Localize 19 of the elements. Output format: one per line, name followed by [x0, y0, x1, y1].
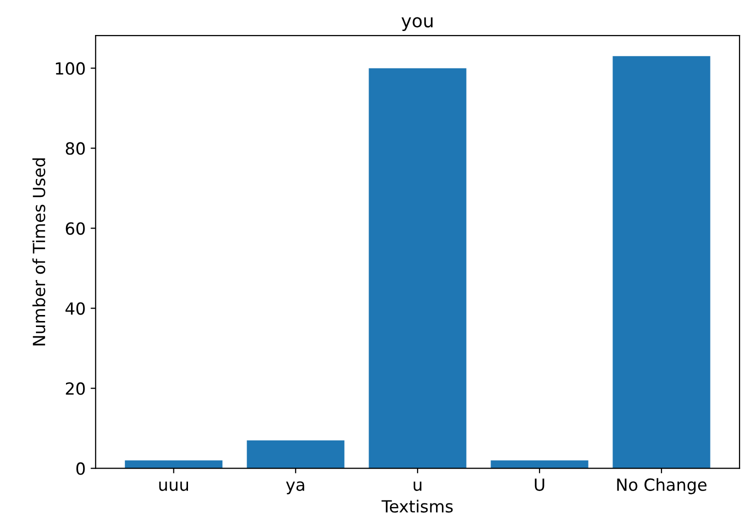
bar	[368, 68, 466, 468]
x-tick-label: u	[414, 481, 422, 491]
y-tick-label: 0	[76, 462, 85, 475]
y-tick-label: 100	[56, 62, 85, 75]
y-tick-label: 40	[66, 302, 85, 315]
bar	[490, 460, 588, 468]
y-tick-label: 60	[66, 222, 85, 235]
y-axis-title: Number of Times Used	[32, 158, 46, 346]
x-tick-label: No Change	[617, 478, 706, 494]
x-tick-label: U	[534, 478, 544, 491]
bar	[246, 440, 344, 468]
bar	[124, 460, 222, 468]
chart-title: you	[402, 17, 433, 31]
x-axis-title: Textisms	[382, 500, 453, 513]
x-tick-label: ya	[286, 481, 304, 494]
y-tick-label: 80	[66, 142, 85, 155]
bar	[612, 56, 710, 468]
x-tick-label: uuu	[159, 481, 188, 491]
y-tick-label: 20	[66, 382, 85, 395]
